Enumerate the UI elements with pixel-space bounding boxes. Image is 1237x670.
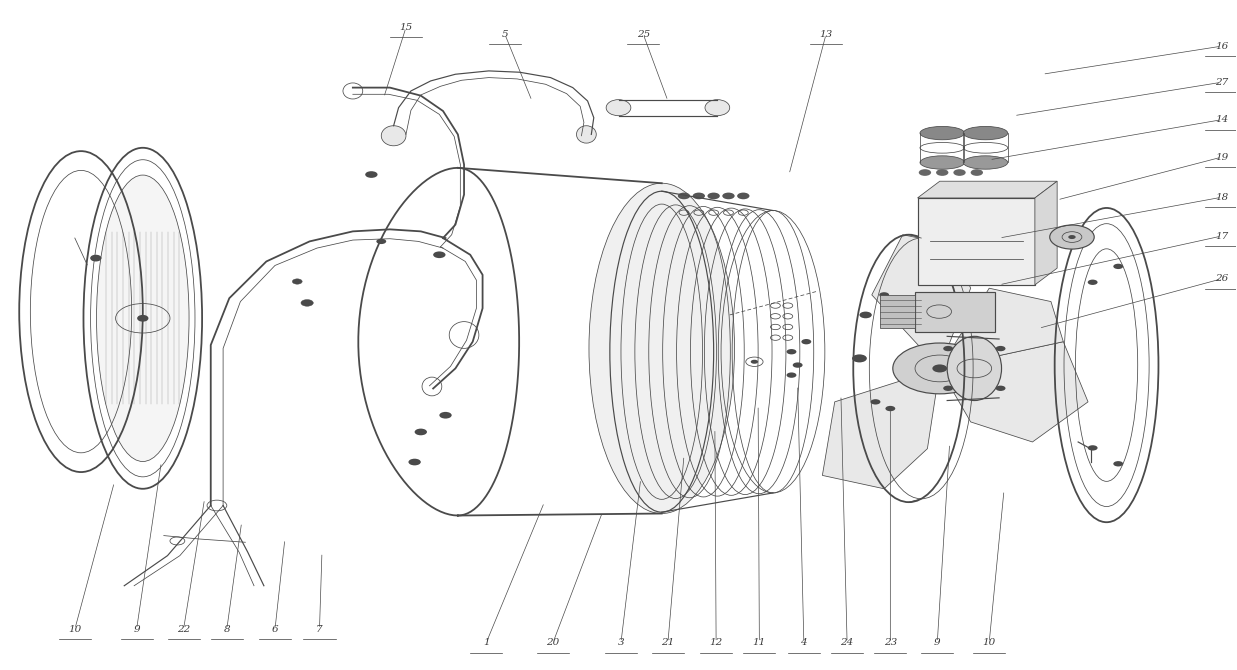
Circle shape: [678, 192, 690, 199]
Ellipse shape: [920, 127, 965, 140]
Circle shape: [433, 251, 445, 258]
Polygon shape: [1035, 181, 1058, 285]
Text: 24: 24: [840, 638, 854, 647]
Circle shape: [708, 192, 720, 199]
Text: 1: 1: [482, 638, 490, 647]
Circle shape: [1113, 264, 1123, 269]
Circle shape: [871, 399, 881, 405]
Circle shape: [751, 360, 758, 364]
Circle shape: [802, 339, 811, 344]
Circle shape: [880, 292, 889, 297]
Ellipse shape: [705, 100, 730, 116]
Text: 22: 22: [177, 624, 190, 634]
Circle shape: [722, 192, 735, 199]
Text: 9: 9: [934, 638, 940, 647]
Text: 25: 25: [637, 29, 649, 39]
Ellipse shape: [964, 156, 1008, 170]
Text: 6: 6: [272, 624, 278, 634]
Text: 15: 15: [400, 23, 413, 32]
Text: 21: 21: [662, 638, 674, 647]
Circle shape: [943, 346, 952, 351]
Circle shape: [787, 349, 797, 354]
Text: 19: 19: [1215, 153, 1228, 161]
Circle shape: [971, 170, 983, 176]
Text: 10: 10: [982, 638, 996, 647]
Ellipse shape: [96, 175, 189, 462]
Text: 16: 16: [1215, 42, 1228, 51]
Circle shape: [793, 362, 803, 368]
Polygon shape: [872, 234, 971, 368]
FancyBboxPatch shape: [881, 295, 915, 328]
FancyBboxPatch shape: [915, 291, 996, 332]
Circle shape: [996, 386, 1006, 391]
Circle shape: [1069, 235, 1076, 239]
Circle shape: [919, 170, 931, 176]
Text: 8: 8: [224, 624, 230, 634]
Text: 17: 17: [1215, 232, 1228, 241]
Circle shape: [414, 429, 427, 436]
Text: 11: 11: [753, 638, 766, 647]
Ellipse shape: [606, 100, 631, 116]
Polygon shape: [940, 288, 1064, 369]
Text: 7: 7: [317, 624, 323, 634]
Text: 14: 14: [1215, 115, 1228, 124]
Circle shape: [1087, 279, 1097, 285]
Ellipse shape: [920, 156, 965, 170]
Circle shape: [954, 170, 966, 176]
Polygon shape: [918, 181, 1058, 198]
Circle shape: [933, 364, 948, 373]
Circle shape: [376, 239, 386, 244]
Circle shape: [292, 279, 302, 284]
Circle shape: [936, 170, 949, 176]
Polygon shape: [940, 342, 1089, 442]
Text: 18: 18: [1215, 193, 1228, 202]
Circle shape: [787, 373, 797, 378]
Circle shape: [996, 346, 1006, 351]
Circle shape: [860, 312, 872, 318]
Text: 27: 27: [1215, 78, 1228, 87]
Ellipse shape: [589, 183, 735, 513]
Circle shape: [301, 299, 313, 306]
Circle shape: [1113, 461, 1123, 466]
Circle shape: [1087, 446, 1097, 451]
Text: 26: 26: [1215, 274, 1228, 283]
Text: 20: 20: [547, 638, 559, 647]
Text: 23: 23: [883, 638, 897, 647]
Ellipse shape: [964, 127, 1008, 140]
Circle shape: [137, 316, 147, 321]
Text: 5: 5: [501, 29, 508, 39]
Text: 3: 3: [617, 638, 625, 647]
Ellipse shape: [948, 336, 1002, 401]
Polygon shape: [823, 369, 940, 489]
Text: 12: 12: [710, 638, 722, 647]
Circle shape: [90, 255, 100, 261]
Circle shape: [893, 343, 987, 394]
Circle shape: [693, 192, 705, 199]
Text: 10: 10: [68, 624, 82, 634]
Circle shape: [852, 354, 867, 362]
Circle shape: [886, 406, 896, 411]
Circle shape: [408, 459, 421, 466]
Circle shape: [737, 192, 750, 199]
Text: 9: 9: [134, 624, 140, 634]
Ellipse shape: [576, 126, 596, 143]
Circle shape: [439, 412, 452, 419]
Circle shape: [1050, 225, 1095, 249]
Circle shape: [943, 386, 952, 391]
Ellipse shape: [381, 126, 406, 146]
Circle shape: [365, 172, 377, 178]
FancyBboxPatch shape: [918, 198, 1035, 285]
Text: 13: 13: [819, 29, 833, 39]
Text: 4: 4: [800, 638, 808, 647]
